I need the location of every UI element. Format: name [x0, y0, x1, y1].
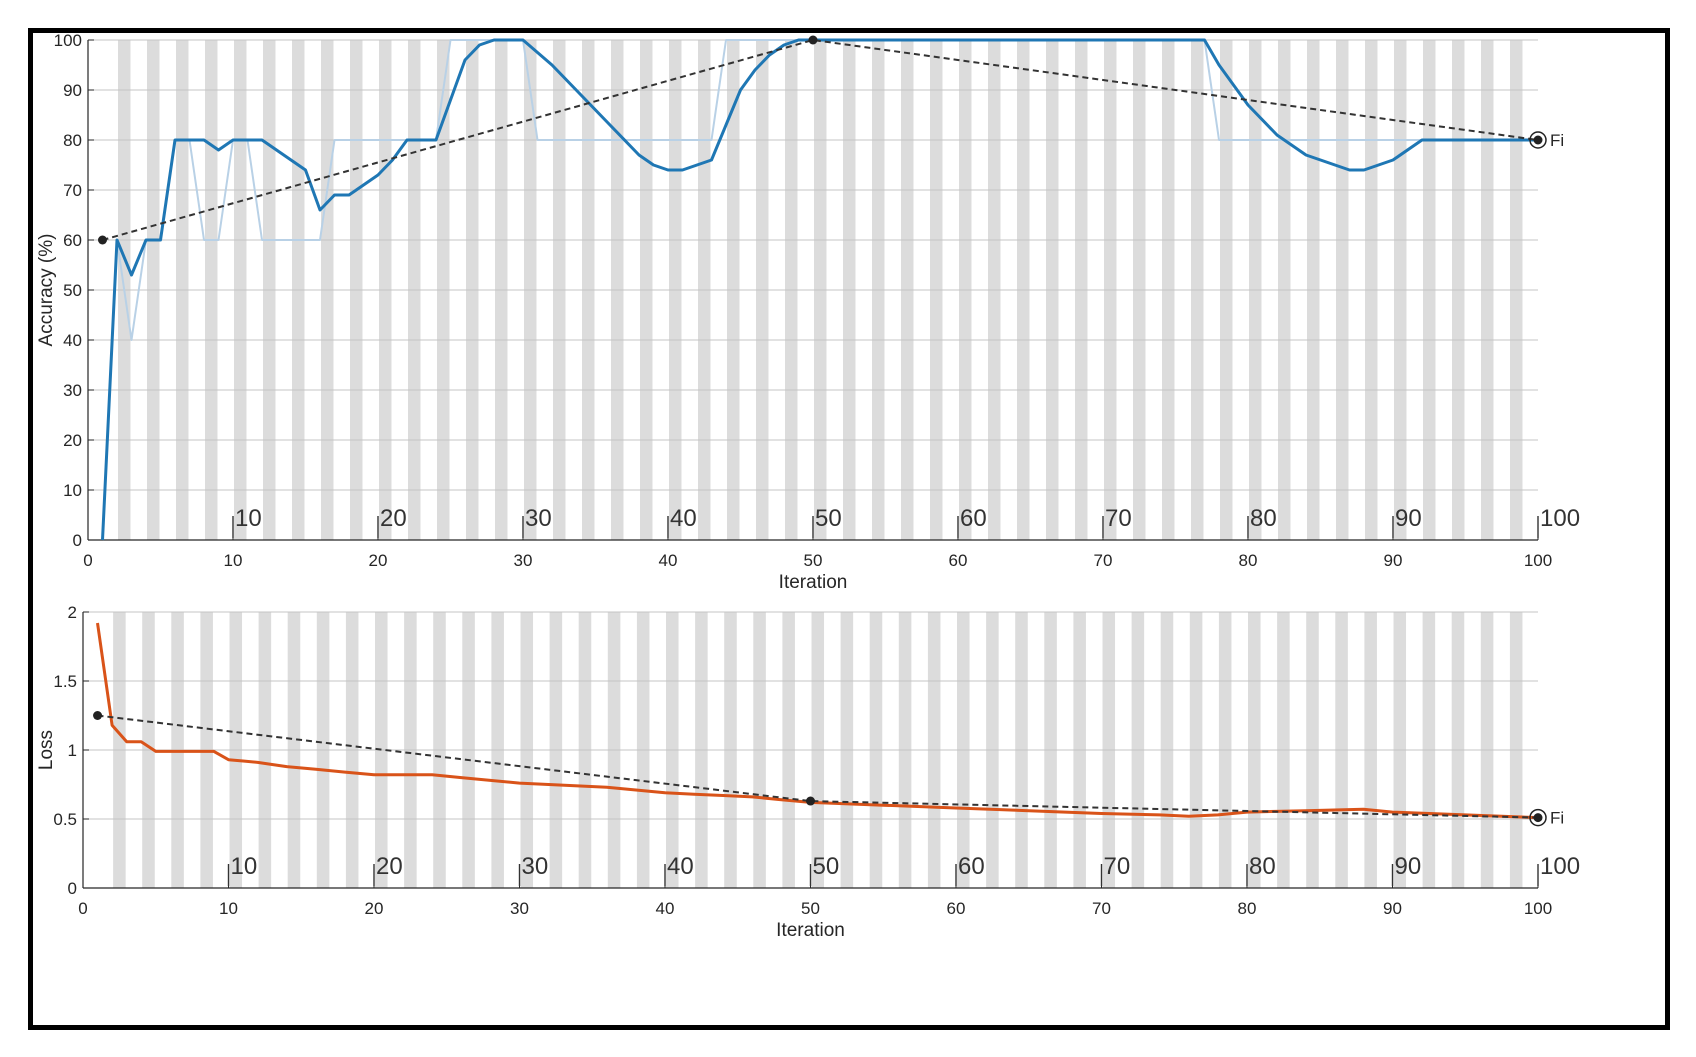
x-tick-label: 70: [1094, 551, 1113, 570]
epoch-label: 80: [1250, 505, 1277, 532]
epoch-label: 100: [1540, 505, 1580, 532]
epoch-label: 30: [525, 505, 552, 532]
x-axis-title: Iteration: [779, 572, 848, 593]
x-tick-label: 20: [369, 551, 388, 570]
epoch-label: 80: [1249, 853, 1276, 880]
y-axis-title: Loss: [36, 730, 57, 770]
x-tick-label: 0: [78, 899, 87, 918]
y-tick-label: 10: [63, 481, 82, 500]
y-tick-label: 40: [63, 331, 82, 350]
epoch-label: 20: [376, 853, 403, 880]
series-validation: [97, 714, 1539, 819]
epoch-label: 40: [670, 505, 697, 532]
x-tick-label: 50: [804, 551, 823, 570]
x-tick-label: 90: [1384, 551, 1403, 570]
y-axis-title: Accuracy (%): [36, 234, 57, 347]
x-tick-label: 40: [656, 899, 675, 918]
epoch-label: 70: [1104, 853, 1131, 880]
epoch-label: 40: [667, 853, 694, 880]
x-axis-title: Iteration: [776, 920, 845, 941]
validation-point: [98, 235, 107, 245]
x-tick-label: 0: [83, 551, 92, 570]
epoch-label: 20: [380, 505, 407, 532]
validation-point: [806, 796, 815, 806]
y-tick-label: 20: [63, 431, 82, 450]
final-marker-ring: [1529, 808, 1547, 827]
y-tick-label: 80: [63, 131, 82, 150]
y-tick-label: 2: [68, 603, 77, 622]
x-tick-label: 100: [1524, 551, 1552, 570]
series-smoothed: [101, 38, 1538, 541]
validation-point: [93, 711, 103, 720]
y-tick-label: 0: [68, 879, 77, 898]
epoch-label: 50: [815, 505, 842, 532]
epoch-label: 60: [960, 505, 987, 532]
epoch-label: 70: [1105, 505, 1132, 532]
x-tick-label: 50: [801, 899, 820, 918]
y-tick-label: 50: [63, 281, 82, 300]
y-tick-label: 1: [68, 741, 77, 760]
epoch-label: 90: [1395, 853, 1422, 880]
x-tick-label: 10: [219, 899, 238, 918]
final-marker-ring: [1529, 131, 1547, 149]
x-tick-label: 90: [1383, 899, 1402, 918]
x-tick-label: 60: [947, 899, 966, 918]
epoch-label: 90: [1395, 505, 1422, 532]
y-tick-label: 0.5: [53, 810, 77, 829]
x-tick-label: 30: [514, 551, 533, 570]
x-tick-label: 40: [659, 551, 678, 570]
epoch-label: 10: [235, 505, 262, 532]
epoch-label: 100: [1540, 853, 1580, 880]
chart-panel-accuracy: 0 10 20 30 40 50 60 70 80 90 100 0 10 20 30 40 50 60 70 80 9…: [36, 31, 1580, 593]
epoch-label: 30: [522, 853, 549, 880]
epoch-label: 10: [231, 853, 258, 880]
x-tick-label: 10: [224, 551, 243, 570]
epoch-label: 60: [958, 853, 985, 880]
x-tick-label: 60: [949, 551, 968, 570]
x-tick-label: 80: [1238, 899, 1257, 918]
final-label: Fi: [1550, 131, 1564, 150]
series-smoothed: [96, 622, 1539, 820]
x-tick-label: 100: [1524, 899, 1552, 918]
y-tick-label: 1.5: [53, 672, 77, 691]
y-tick-label: 90: [63, 81, 82, 100]
x-tick-label: 20: [365, 899, 384, 918]
y-tick-label: 30: [63, 381, 82, 400]
y-tick-label: 100: [54, 31, 82, 50]
validation-point: [808, 35, 818, 45]
x-tick-label: 30: [510, 899, 529, 918]
epoch-label: 50: [813, 853, 840, 880]
y-tick-label: 70: [63, 181, 82, 200]
final-label: Fi: [1550, 809, 1564, 828]
x-tick-label: 80: [1239, 551, 1258, 570]
validation-point: [1533, 135, 1543, 145]
x-tick-label: 70: [1092, 899, 1111, 918]
validation-point: [1533, 813, 1543, 823]
y-tick-label: 0: [73, 531, 82, 550]
y-tick-label: 60: [63, 231, 82, 250]
